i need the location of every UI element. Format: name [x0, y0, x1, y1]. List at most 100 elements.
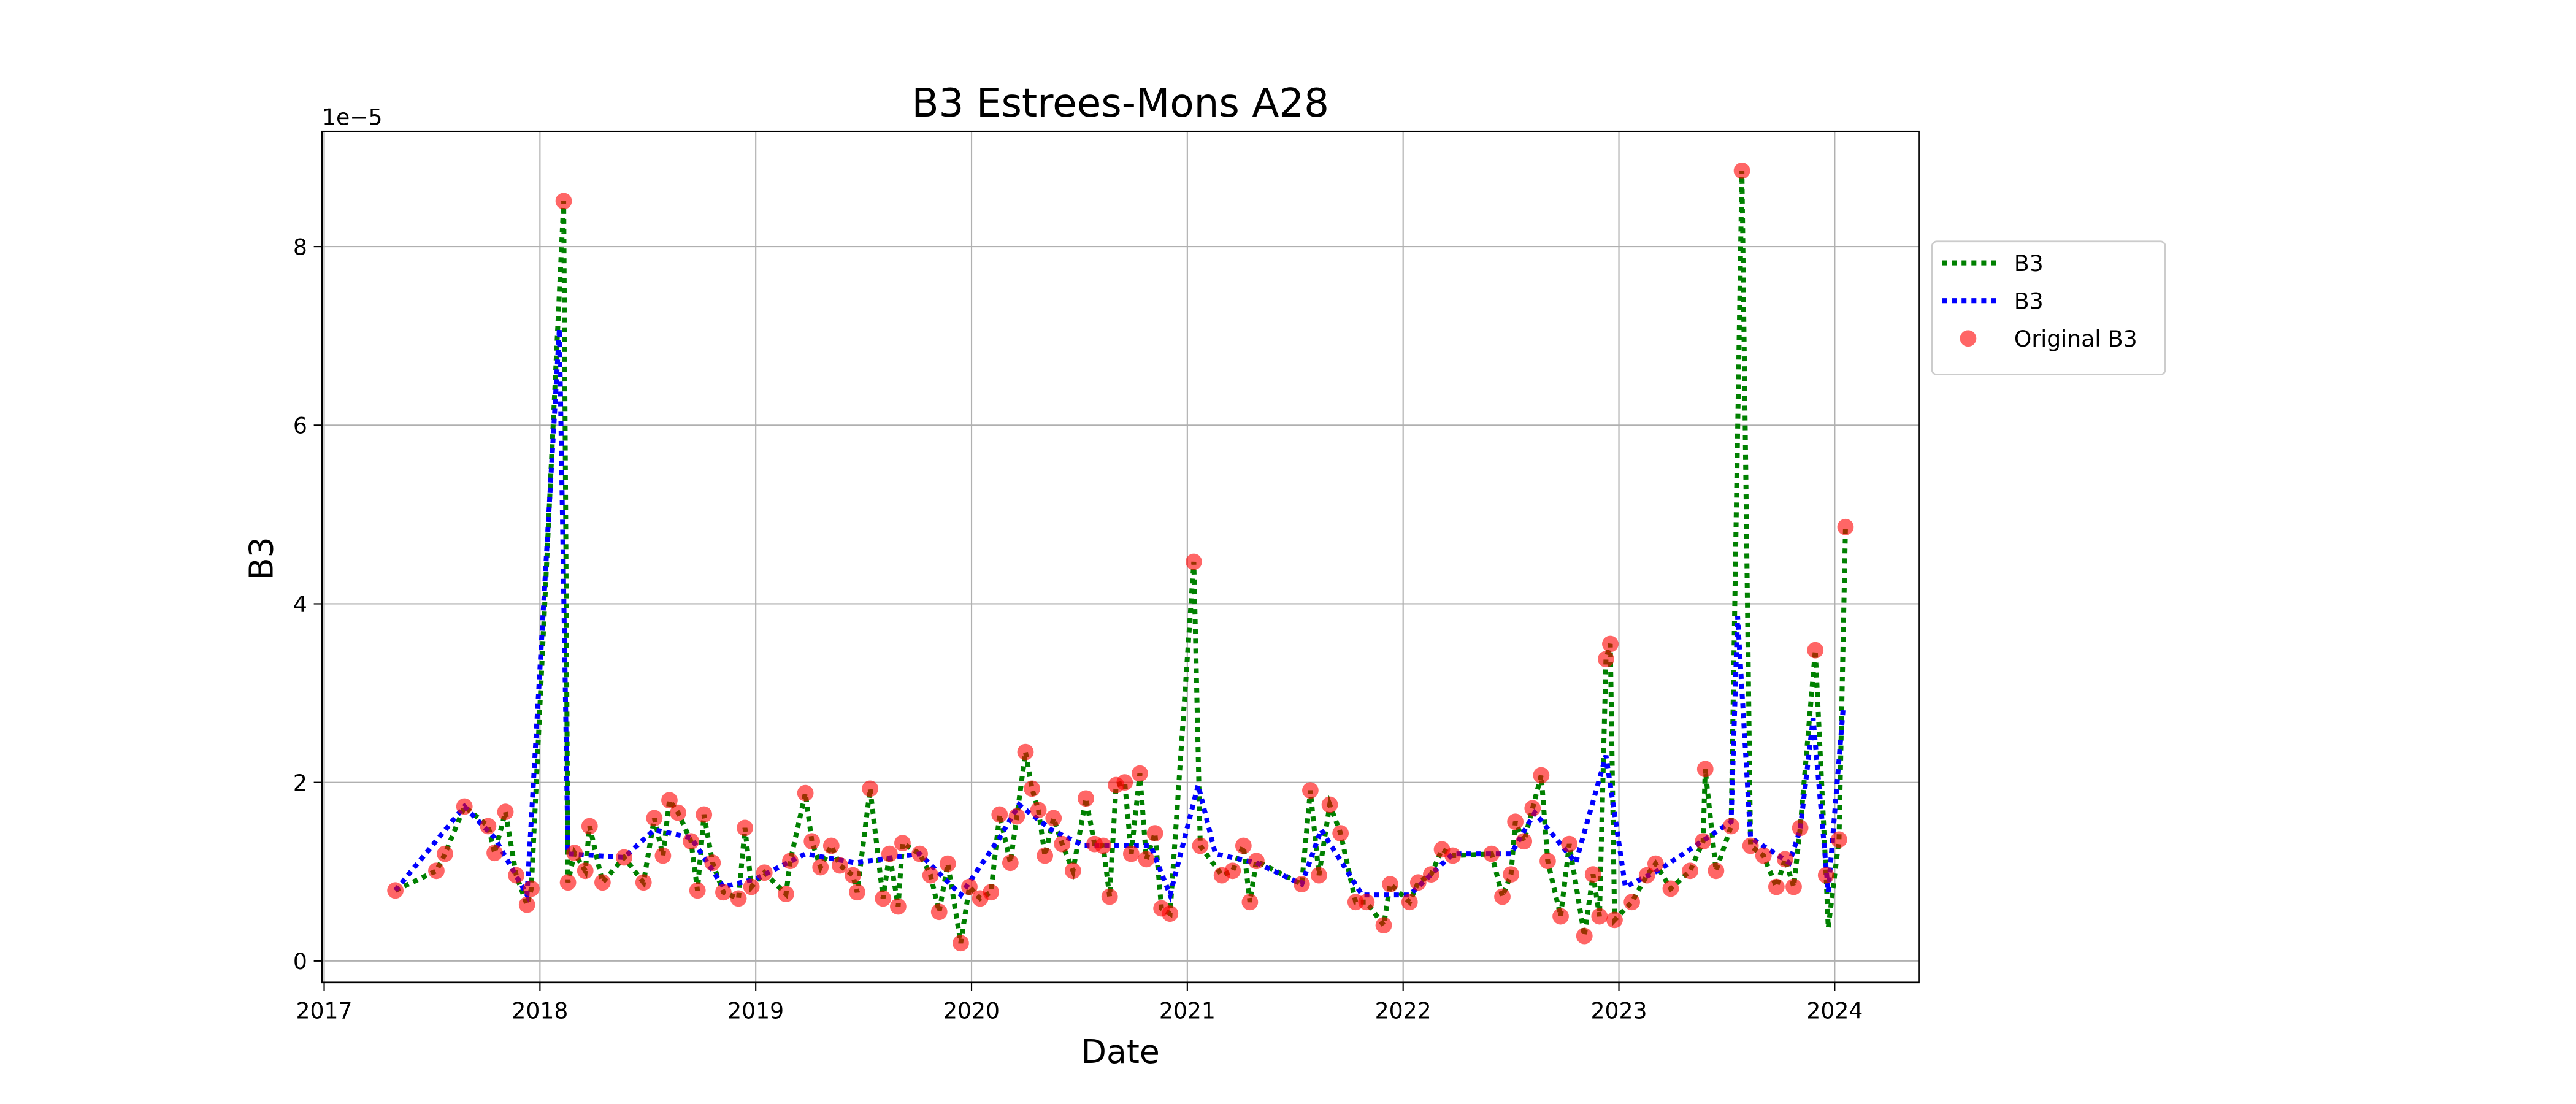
scatter-point — [756, 864, 773, 881]
scatter-point — [1235, 837, 1252, 854]
scatter-point — [1817, 867, 1834, 884]
scatter-point — [1507, 813, 1524, 830]
scatter-point — [1002, 854, 1019, 872]
scatter-point — [1539, 853, 1556, 870]
scatter-point — [1024, 780, 1040, 797]
scatter-point — [1382, 876, 1398, 893]
scatter-point — [704, 854, 721, 872]
scatter-point — [1785, 878, 1802, 895]
scatter-point — [881, 845, 898, 862]
scatter-point — [1248, 853, 1265, 870]
x-tick-label: 2018 — [512, 998, 568, 1024]
scatter-point — [890, 898, 907, 915]
scatter-point — [689, 882, 706, 899]
scatter-point — [486, 845, 503, 862]
scatter-point — [1008, 808, 1025, 825]
scatter-point — [845, 867, 861, 884]
scatter-point — [1742, 837, 1759, 854]
scatter-point — [594, 874, 611, 891]
scatter-point — [1682, 862, 1699, 880]
scatter-point — [1516, 833, 1533, 850]
scatter-point — [1332, 825, 1349, 842]
scatter-point — [1030, 802, 1047, 819]
scatter-point — [1146, 825, 1163, 842]
scatter-point — [983, 884, 1000, 901]
scatter-point — [1602, 635, 1619, 653]
scatter-point — [922, 867, 939, 884]
x-axis-label: Date — [1081, 1032, 1160, 1071]
scatter-point — [670, 804, 686, 821]
scatter-point — [911, 845, 928, 862]
scatter-point — [1138, 851, 1155, 868]
scatter-point — [894, 835, 911, 852]
y-offset-label: 1e−5 — [322, 104, 383, 131]
scatter-point — [1561, 835, 1577, 853]
scatter-point — [1576, 927, 1593, 945]
scatter-point — [661, 792, 678, 809]
scatter-point — [1423, 866, 1439, 883]
scatter-point — [508, 867, 525, 884]
scatter-point — [1837, 518, 1854, 535]
scatter-point — [1598, 651, 1614, 668]
scatter-point — [1132, 765, 1148, 782]
scatter-point — [1524, 800, 1541, 817]
scatter-point — [812, 859, 829, 876]
y-tick-label: 0 — [293, 948, 307, 975]
y-tick-label: 2 — [293, 770, 307, 796]
scatter-point — [1116, 774, 1133, 791]
scatter-point — [1241, 894, 1259, 911]
scatter-point — [743, 878, 760, 895]
scatter-point — [1409, 874, 1427, 891]
scatter-point — [1037, 847, 1054, 864]
scatter-point — [1358, 894, 1375, 911]
x-tick-label: 2021 — [1159, 998, 1216, 1024]
scatter-point — [1591, 908, 1608, 925]
scatter-point — [1078, 790, 1094, 807]
legend: B3 B3 Original B3 — [1931, 240, 2166, 376]
scatter-point — [1494, 888, 1511, 905]
x-tick-label: 2023 — [1591, 998, 1647, 1024]
scatter-point — [654, 847, 672, 864]
scatter-point — [1122, 845, 1140, 862]
scatter-point — [1503, 866, 1519, 883]
scatter-point — [1302, 782, 1319, 799]
scatter-point — [1807, 642, 1824, 659]
y-tick-label: 8 — [293, 234, 307, 260]
scatter-point — [1483, 845, 1500, 862]
scatter-point — [1444, 847, 1462, 864]
scatter-point — [1638, 867, 1655, 884]
scatter-point — [1552, 908, 1569, 925]
scatter-point — [1401, 894, 1418, 911]
scatter-point — [1375, 917, 1392, 933]
scatter-point — [387, 882, 404, 899]
scatter-point — [1186, 553, 1202, 570]
scatter-point — [1045, 810, 1062, 827]
scatter-point — [616, 849, 632, 866]
x-tick-label: 2019 — [727, 998, 784, 1024]
x-tick-label: 2024 — [1806, 998, 1863, 1024]
scatter-point — [456, 798, 473, 815]
scatter-point — [1293, 876, 1310, 893]
legend-marker — [1960, 330, 1977, 347]
y-axis-label: B3 — [242, 537, 281, 580]
scatter-point — [782, 853, 799, 870]
scatter-point — [518, 896, 535, 913]
scatter-point — [559, 874, 577, 891]
scatter-point — [832, 857, 848, 874]
scatter-point — [875, 890, 892, 907]
scatter-point — [428, 862, 445, 880]
scatter-point — [1777, 851, 1793, 868]
scatter-point — [1831, 831, 1847, 848]
scatter-point — [778, 886, 794, 903]
scatter-point — [862, 780, 879, 797]
scatter-point — [1623, 894, 1641, 911]
line-series — [393, 328, 1846, 903]
scatter-point — [480, 818, 497, 835]
scatter-point — [555, 193, 572, 210]
legend-label: Original B3 — [2014, 326, 2137, 352]
scatter-point — [961, 878, 978, 895]
scatter-point — [437, 845, 453, 862]
x-tick-label: 2017 — [296, 998, 353, 1024]
